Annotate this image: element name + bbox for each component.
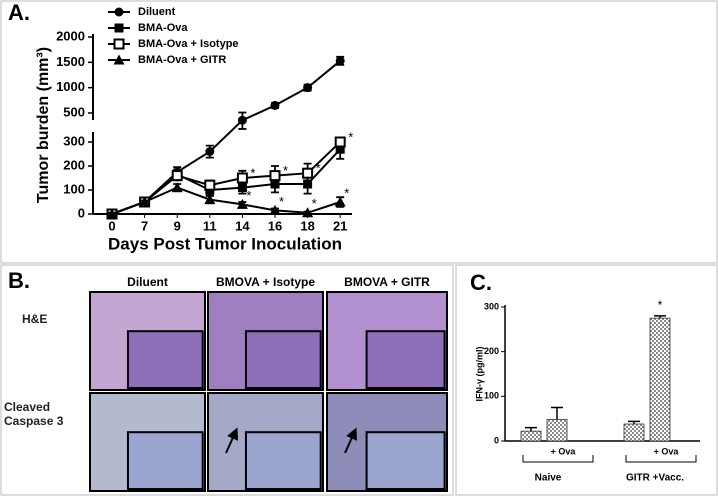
y-tick-label: 300 [63, 133, 85, 148]
marker [335, 56, 345, 66]
marker [171, 182, 183, 193]
error-bar [551, 406, 563, 420]
marker [113, 54, 125, 65]
error-bar [525, 426, 537, 432]
group-label: Naive [535, 473, 562, 484]
marker [204, 179, 216, 191]
marker [114, 23, 124, 33]
significance-mark: * [658, 298, 663, 312]
significance-mark: * [348, 129, 353, 144]
legend-label: BMA-Ova [138, 22, 188, 34]
bar [649, 317, 671, 442]
x-tick-label: 21 [333, 218, 347, 233]
y-tick-label: 100 [63, 181, 85, 196]
x-tick-label: 11 [203, 218, 217, 233]
y-tick-label: 500 [63, 104, 85, 119]
bar [520, 430, 542, 442]
significance-mark: * [344, 185, 349, 200]
bar [623, 423, 645, 442]
panel-label: C. [470, 270, 492, 295]
series-line [111, 186, 341, 215]
y-tick-label: 1500 [56, 54, 85, 69]
significance-mark: * [312, 196, 317, 211]
x-tick-label: 9 [174, 218, 181, 233]
marker [269, 170, 281, 182]
y-tick-label: 0 [494, 435, 499, 445]
marker [205, 147, 215, 157]
legend-label: BMA-Ova + Isotype [138, 38, 239, 50]
group-label: GITR +Vacc. [626, 473, 684, 484]
marker [114, 7, 124, 17]
panel-label: B. [8, 268, 30, 293]
marker [303, 83, 313, 93]
bar [546, 419, 568, 442]
column-label: BMOVA + GITR [344, 275, 430, 289]
marker [302, 207, 314, 218]
x-tick-label: + Ova [551, 446, 577, 456]
panel-label: A. [8, 0, 30, 25]
legend-label: BMA-Ova + GITR [138, 54, 226, 66]
significance-mark: * [279, 194, 284, 209]
marker [303, 179, 313, 189]
row-label: Cleaved Caspase 3 [4, 400, 64, 428]
y-axis-label: Tumor burden (mm³) [35, 47, 52, 203]
x-tick-label: 18 [300, 218, 314, 233]
x-tick-label: 16 [268, 218, 282, 233]
y-tick-label: 100 [484, 391, 499, 401]
marker [302, 167, 314, 179]
significance-mark: * [250, 165, 255, 180]
marker [236, 172, 248, 184]
marker [236, 198, 248, 209]
marker [269, 204, 281, 215]
y-tick-label: 1000 [56, 79, 85, 94]
significance-mark: * [316, 161, 321, 176]
x-tick-label: 7 [141, 218, 148, 233]
marker [106, 208, 118, 219]
panel-frame [455, 264, 718, 496]
marker [334, 136, 346, 148]
column-label: Diluent [127, 275, 168, 289]
significance-mark: * [246, 188, 251, 203]
significance-mark: * [283, 163, 288, 178]
marker [334, 196, 346, 207]
x-tick-label: + Ova [654, 446, 680, 456]
y-tick-label: 300 [484, 301, 499, 311]
marker [171, 170, 183, 182]
row-label: H&E [22, 312, 48, 326]
panel-frame [0, 0, 718, 264]
x-axis-label: Days Post Tumor Inoculation [108, 234, 342, 253]
column-label: BMOVA + Isotype [216, 275, 315, 289]
marker [237, 115, 247, 125]
marker [237, 183, 247, 193]
marker [139, 196, 151, 207]
y-tick-label: 0 [78, 205, 85, 220]
legend-label: Diluent [138, 6, 176, 18]
x-tick-label: 14 [235, 218, 250, 233]
y-axis-label: IFN-γ (pg/ml) [474, 347, 484, 402]
x-tick-label: 0 [108, 218, 115, 233]
y-tick-label: 200 [63, 157, 85, 172]
marker [204, 194, 216, 205]
y-tick-label: 2000 [56, 28, 85, 43]
panel-frame [0, 264, 454, 496]
error-bar [628, 420, 640, 425]
y-tick-label: 200 [484, 346, 499, 356]
marker [270, 100, 280, 110]
marker [113, 38, 125, 50]
